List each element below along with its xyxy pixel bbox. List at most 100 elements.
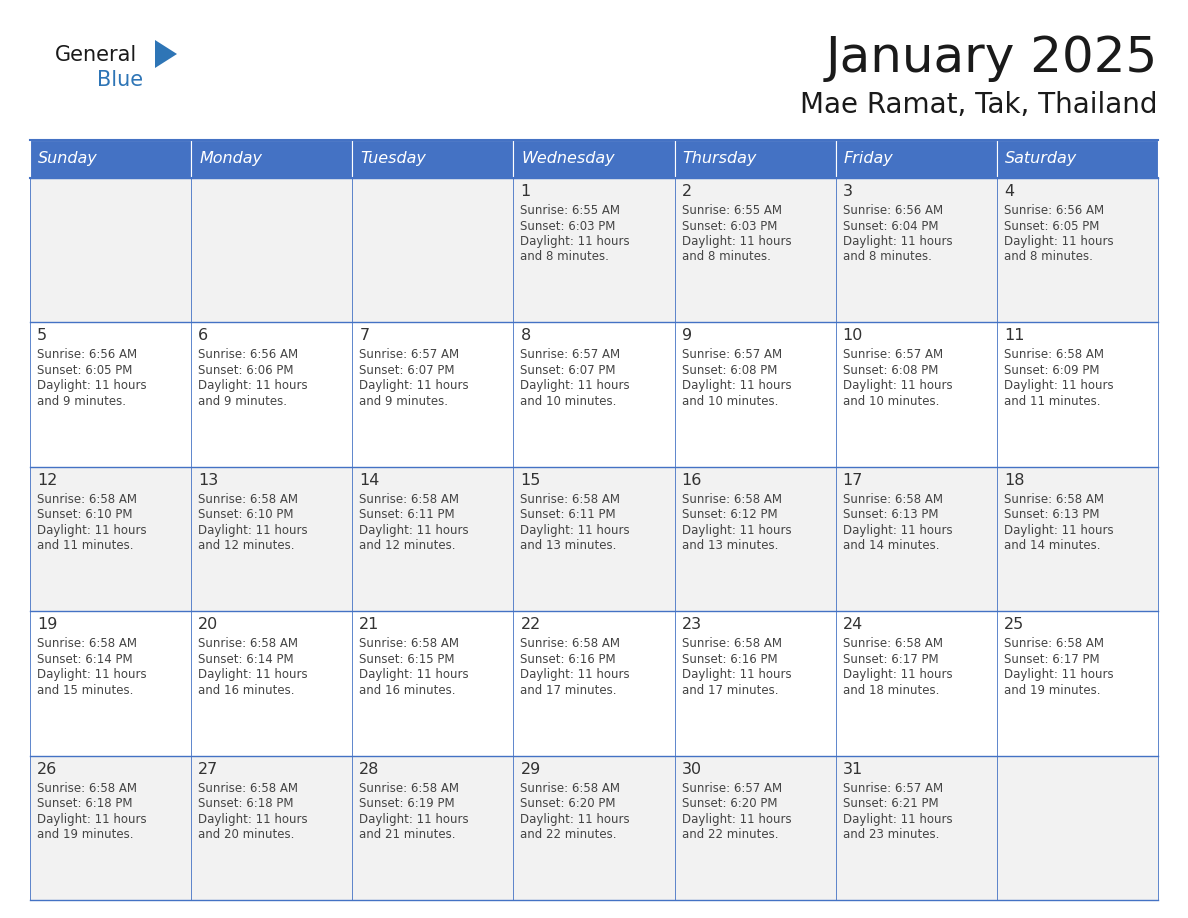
Text: Daylight: 11 hours: Daylight: 11 hours [682, 379, 791, 392]
Text: Sunrise: 6:57 AM: Sunrise: 6:57 AM [520, 349, 620, 362]
Text: Sunrise: 6:57 AM: Sunrise: 6:57 AM [682, 349, 782, 362]
Text: Daylight: 11 hours: Daylight: 11 hours [520, 524, 630, 537]
Text: 18: 18 [1004, 473, 1024, 487]
Text: and 10 minutes.: and 10 minutes. [682, 395, 778, 408]
Text: Daylight: 11 hours: Daylight: 11 hours [520, 379, 630, 392]
Text: Daylight: 11 hours: Daylight: 11 hours [37, 524, 146, 537]
Text: Sunset: 6:05 PM: Sunset: 6:05 PM [1004, 219, 1099, 232]
Text: 4: 4 [1004, 184, 1015, 199]
Text: Sunset: 6:14 PM: Sunset: 6:14 PM [198, 653, 293, 666]
Text: Daylight: 11 hours: Daylight: 11 hours [682, 524, 791, 537]
Bar [997, 611, 1158, 756]
Text: and 19 minutes.: and 19 minutes. [1004, 684, 1100, 697]
Text: and 17 minutes.: and 17 minutes. [520, 684, 617, 697]
Text: Daylight: 11 hours: Daylight: 11 hours [842, 812, 953, 825]
Text: Sunset: 6:17 PM: Sunset: 6:17 PM [1004, 653, 1099, 666]
Text: 10: 10 [842, 329, 864, 343]
Text: 5: 5 [37, 329, 48, 343]
Text: 11: 11 [1004, 329, 1024, 343]
Text: and 22 minutes.: and 22 minutes. [682, 828, 778, 841]
Text: 27: 27 [198, 762, 219, 777]
Text: Sunrise: 6:56 AM: Sunrise: 6:56 AM [37, 349, 137, 362]
Text: and 17 minutes.: and 17 minutes. [682, 684, 778, 697]
Text: Sunset: 6:14 PM: Sunset: 6:14 PM [37, 653, 133, 666]
Text: Sunrise: 6:58 AM: Sunrise: 6:58 AM [1004, 349, 1104, 362]
Text: General: General [55, 45, 138, 65]
Text: Sunrise: 6:58 AM: Sunrise: 6:58 AM [37, 781, 137, 795]
Text: Daylight: 11 hours: Daylight: 11 hours [359, 812, 469, 825]
Text: 12: 12 [37, 473, 57, 487]
Bar [675, 322, 835, 466]
Bar [191, 756, 353, 900]
Text: Sunrise: 6:55 AM: Sunrise: 6:55 AM [520, 204, 620, 217]
Text: Sunrise: 6:57 AM: Sunrise: 6:57 AM [682, 781, 782, 795]
Text: Sunrise: 6:58 AM: Sunrise: 6:58 AM [842, 493, 943, 506]
Text: Daylight: 11 hours: Daylight: 11 hours [682, 235, 791, 248]
Text: Blue: Blue [97, 70, 143, 90]
Text: Sunrise: 6:56 AM: Sunrise: 6:56 AM [198, 349, 298, 362]
Bar [30, 611, 191, 756]
Bar [30, 140, 191, 178]
Text: Sunrise: 6:58 AM: Sunrise: 6:58 AM [359, 493, 460, 506]
Text: and 12 minutes.: and 12 minutes. [359, 539, 456, 553]
Text: Friday: Friday [843, 151, 893, 166]
Text: and 18 minutes.: and 18 minutes. [842, 684, 939, 697]
Text: Daylight: 11 hours: Daylight: 11 hours [520, 668, 630, 681]
Bar [675, 178, 835, 322]
Text: Daylight: 11 hours: Daylight: 11 hours [842, 668, 953, 681]
Text: Daylight: 11 hours: Daylight: 11 hours [1004, 668, 1113, 681]
Text: Sunrise: 6:58 AM: Sunrise: 6:58 AM [37, 493, 137, 506]
Text: Sunrise: 6:58 AM: Sunrise: 6:58 AM [359, 781, 460, 795]
Text: Sunset: 6:20 PM: Sunset: 6:20 PM [682, 797, 777, 810]
Bar [997, 756, 1158, 900]
Text: and 12 minutes.: and 12 minutes. [198, 539, 295, 553]
Text: Daylight: 11 hours: Daylight: 11 hours [359, 524, 469, 537]
Text: 3: 3 [842, 184, 853, 199]
Text: and 23 minutes.: and 23 minutes. [842, 828, 939, 841]
Text: 9: 9 [682, 329, 691, 343]
Bar [353, 466, 513, 611]
Text: Sunrise: 6:58 AM: Sunrise: 6:58 AM [520, 781, 620, 795]
Text: and 15 minutes.: and 15 minutes. [37, 684, 133, 697]
Bar [835, 756, 997, 900]
Text: and 8 minutes.: and 8 minutes. [842, 251, 931, 263]
Text: Daylight: 11 hours: Daylight: 11 hours [198, 812, 308, 825]
Bar [513, 140, 675, 178]
Text: Sunrise: 6:57 AM: Sunrise: 6:57 AM [842, 349, 943, 362]
Text: Sunset: 6:17 PM: Sunset: 6:17 PM [842, 653, 939, 666]
Text: 28: 28 [359, 762, 380, 777]
Text: and 13 minutes.: and 13 minutes. [520, 539, 617, 553]
Text: 2: 2 [682, 184, 691, 199]
Text: Sunrise: 6:58 AM: Sunrise: 6:58 AM [37, 637, 137, 650]
Bar [513, 322, 675, 466]
Text: Sunset: 6:03 PM: Sunset: 6:03 PM [520, 219, 615, 232]
Text: Daylight: 11 hours: Daylight: 11 hours [359, 379, 469, 392]
Text: 13: 13 [198, 473, 219, 487]
Text: Sunset: 6:18 PM: Sunset: 6:18 PM [37, 797, 133, 810]
Polygon shape [154, 40, 177, 68]
Text: Sunset: 6:08 PM: Sunset: 6:08 PM [842, 364, 939, 377]
Text: and 22 minutes.: and 22 minutes. [520, 828, 617, 841]
Bar [191, 322, 353, 466]
Text: Daylight: 11 hours: Daylight: 11 hours [682, 812, 791, 825]
Bar [30, 322, 191, 466]
Bar [30, 756, 191, 900]
Text: and 13 minutes.: and 13 minutes. [682, 539, 778, 553]
Text: 21: 21 [359, 617, 380, 633]
Text: Daylight: 11 hours: Daylight: 11 hours [1004, 235, 1113, 248]
Bar [191, 178, 353, 322]
Text: and 11 minutes.: and 11 minutes. [1004, 395, 1100, 408]
Bar [675, 611, 835, 756]
Text: 17: 17 [842, 473, 864, 487]
Text: Daylight: 11 hours: Daylight: 11 hours [1004, 379, 1113, 392]
Text: Daylight: 11 hours: Daylight: 11 hours [842, 235, 953, 248]
Bar [675, 140, 835, 178]
Text: Sunset: 6:19 PM: Sunset: 6:19 PM [359, 797, 455, 810]
Bar [835, 140, 997, 178]
Text: Daylight: 11 hours: Daylight: 11 hours [198, 668, 308, 681]
Text: Sunrise: 6:58 AM: Sunrise: 6:58 AM [682, 637, 782, 650]
Text: Sunrise: 6:58 AM: Sunrise: 6:58 AM [520, 637, 620, 650]
Bar [513, 466, 675, 611]
Text: Daylight: 11 hours: Daylight: 11 hours [842, 524, 953, 537]
Text: and 8 minutes.: and 8 minutes. [1004, 251, 1093, 263]
